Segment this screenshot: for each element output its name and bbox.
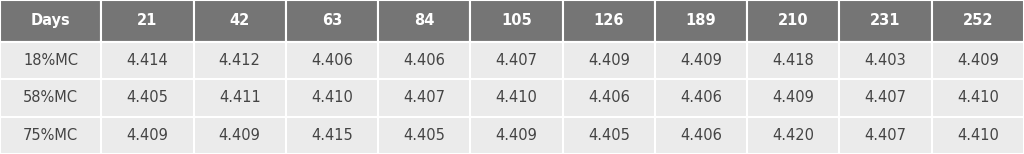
- Bar: [378, 117, 470, 154]
- Bar: [470, 117, 562, 154]
- Bar: [0, 79, 101, 117]
- Bar: [286, 0, 378, 42]
- Bar: [0, 0, 101, 42]
- Bar: [932, 42, 1024, 79]
- Bar: [194, 42, 286, 79]
- Text: 252: 252: [963, 13, 993, 28]
- Bar: [655, 79, 748, 117]
- Text: 4.403: 4.403: [864, 53, 906, 68]
- Text: 105: 105: [501, 13, 531, 28]
- Text: 210: 210: [778, 13, 809, 28]
- Bar: [655, 117, 748, 154]
- Text: 4.407: 4.407: [403, 90, 445, 105]
- Text: 4.409: 4.409: [127, 128, 168, 143]
- Bar: [194, 79, 286, 117]
- Bar: [748, 42, 840, 79]
- Text: 4.406: 4.406: [403, 53, 445, 68]
- Bar: [101, 0, 194, 42]
- Text: 4.410: 4.410: [956, 90, 998, 105]
- Text: Days: Days: [31, 13, 71, 28]
- Text: 4.411: 4.411: [219, 90, 260, 105]
- Bar: [470, 0, 562, 42]
- Bar: [378, 42, 470, 79]
- Bar: [655, 42, 748, 79]
- Text: 58%MC: 58%MC: [24, 90, 78, 105]
- Text: 4.410: 4.410: [496, 90, 538, 105]
- Text: 126: 126: [594, 13, 624, 28]
- Bar: [378, 0, 470, 42]
- Bar: [932, 117, 1024, 154]
- Bar: [562, 117, 655, 154]
- Text: 4.406: 4.406: [311, 53, 353, 68]
- Bar: [286, 42, 378, 79]
- Bar: [286, 117, 378, 154]
- Text: 4.409: 4.409: [772, 90, 814, 105]
- Text: 4.414: 4.414: [127, 53, 168, 68]
- Bar: [840, 42, 932, 79]
- Bar: [562, 79, 655, 117]
- Bar: [655, 0, 748, 42]
- Bar: [470, 42, 562, 79]
- Text: 4.405: 4.405: [403, 128, 445, 143]
- Text: 4.405: 4.405: [127, 90, 168, 105]
- Bar: [0, 42, 101, 79]
- Text: 4.409: 4.409: [680, 53, 722, 68]
- Bar: [562, 0, 655, 42]
- Bar: [101, 79, 194, 117]
- Text: 18%MC: 18%MC: [24, 53, 78, 68]
- Text: 4.410: 4.410: [311, 90, 353, 105]
- Text: 4.415: 4.415: [311, 128, 353, 143]
- Text: 4.409: 4.409: [219, 128, 261, 143]
- Text: 21: 21: [137, 13, 158, 28]
- Bar: [840, 0, 932, 42]
- Bar: [286, 79, 378, 117]
- Bar: [101, 42, 194, 79]
- Text: 4.420: 4.420: [772, 128, 814, 143]
- Text: 4.418: 4.418: [772, 53, 814, 68]
- Bar: [562, 42, 655, 79]
- Bar: [0, 117, 101, 154]
- Text: 4.409: 4.409: [956, 53, 998, 68]
- Bar: [101, 117, 194, 154]
- Text: 63: 63: [322, 13, 342, 28]
- Text: 4.407: 4.407: [864, 90, 906, 105]
- Bar: [378, 79, 470, 117]
- Text: 4.405: 4.405: [588, 128, 630, 143]
- Text: 4.409: 4.409: [588, 53, 630, 68]
- Text: 4.409: 4.409: [496, 128, 538, 143]
- Text: 42: 42: [229, 13, 250, 28]
- Bar: [932, 79, 1024, 117]
- Text: 4.410: 4.410: [956, 128, 998, 143]
- Text: 4.407: 4.407: [864, 128, 906, 143]
- Text: 4.406: 4.406: [588, 90, 630, 105]
- Text: 75%MC: 75%MC: [24, 128, 78, 143]
- Bar: [194, 117, 286, 154]
- Text: 4.407: 4.407: [496, 53, 538, 68]
- Bar: [932, 0, 1024, 42]
- Bar: [748, 117, 840, 154]
- Text: 4.406: 4.406: [680, 128, 722, 143]
- Bar: [748, 0, 840, 42]
- Bar: [470, 79, 562, 117]
- Bar: [840, 117, 932, 154]
- Bar: [748, 79, 840, 117]
- Text: 4.412: 4.412: [219, 53, 261, 68]
- Bar: [194, 0, 286, 42]
- Text: 84: 84: [414, 13, 434, 28]
- Bar: [840, 79, 932, 117]
- Text: 189: 189: [686, 13, 717, 28]
- Text: 231: 231: [870, 13, 901, 28]
- Text: 4.406: 4.406: [680, 90, 722, 105]
